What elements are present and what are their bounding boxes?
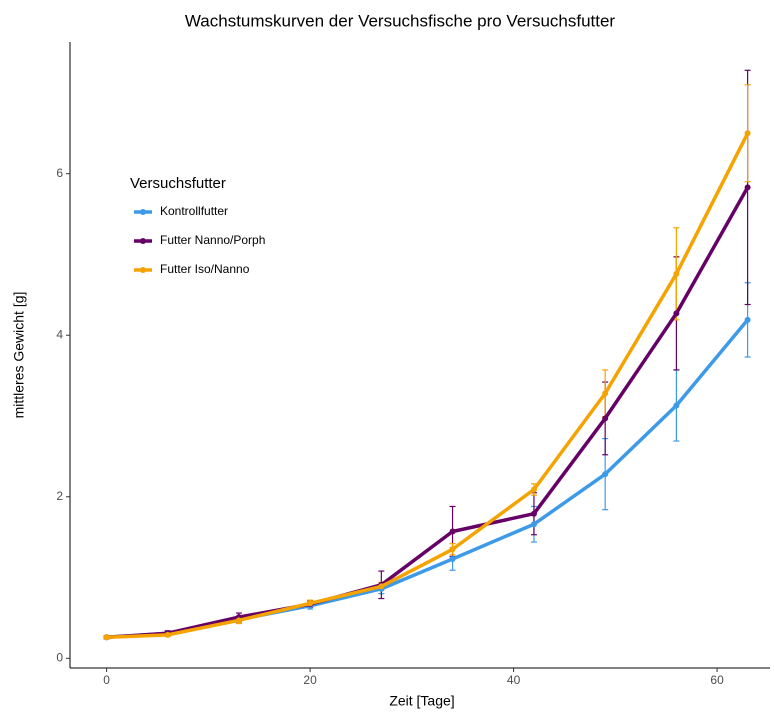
y-axis-label: mittleres Gewicht [g] (11, 292, 27, 419)
data-point (602, 471, 609, 478)
series-line (106, 186, 750, 640)
legend-title: Versuchsfutter (130, 175, 226, 192)
data-point (602, 415, 609, 422)
x-axis-label: Zeit [Tage] (389, 693, 454, 709)
x-tick-label: 20 (303, 673, 317, 687)
data-point (449, 528, 456, 535)
data-point (449, 555, 456, 562)
data-point (378, 583, 385, 590)
legend-label: Futter Nanno/Porph (160, 233, 265, 247)
data-point (673, 402, 680, 409)
y-tick-label: 0 (56, 650, 63, 664)
data-point (602, 390, 609, 397)
legend-label: Futter Iso/Nanno (160, 262, 250, 276)
data-point (530, 521, 537, 528)
series-line (106, 318, 749, 640)
data-point (449, 546, 456, 553)
x-tick-label: 40 (507, 673, 521, 687)
data-point (103, 634, 110, 641)
data-point (673, 270, 680, 277)
x-tick-label: 60 (710, 673, 724, 687)
y-tick-label: 2 (56, 489, 63, 503)
data-point (744, 316, 751, 323)
data-point (744, 130, 751, 137)
data-point (235, 617, 242, 624)
data-point (673, 310, 680, 317)
data-point (530, 486, 537, 493)
data-point (530, 510, 537, 517)
chart-title: Wachstumskurven der Versuchsfische pro V… (185, 11, 616, 30)
y-tick-label: 4 (56, 327, 63, 341)
legend-swatch-point (140, 267, 146, 273)
data-point (164, 631, 171, 638)
data-point (744, 184, 751, 191)
legend-swatch-point (140, 209, 146, 215)
series-line (106, 132, 750, 640)
legend-swatch-point (140, 238, 146, 244)
y-tick-label: 6 (56, 166, 63, 180)
x-tick-label: 0 (103, 673, 110, 687)
data-point (307, 600, 314, 607)
legend-label: Kontrollfutter (160, 204, 228, 218)
